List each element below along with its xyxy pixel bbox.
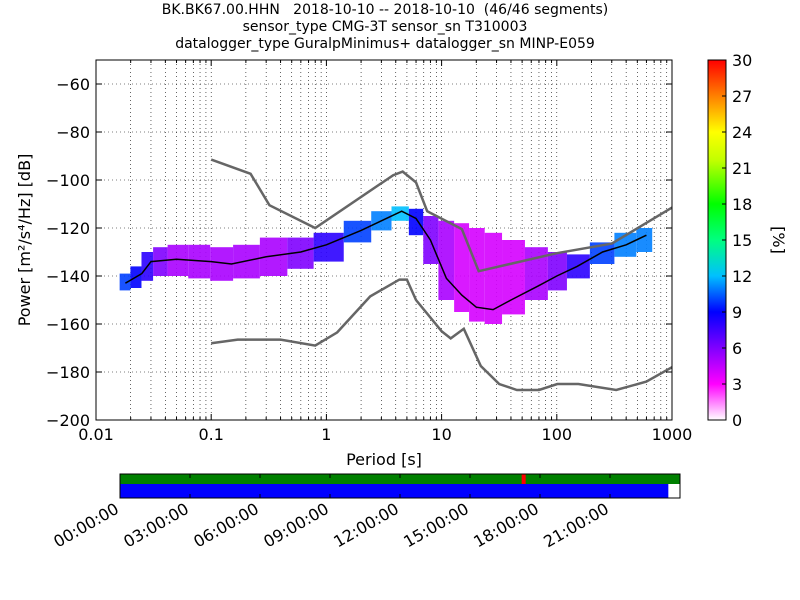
x-tick-label: 1000	[652, 425, 693, 444]
pdf-band	[408, 208, 424, 236]
colorbar-tick-label: 24	[732, 123, 752, 142]
x-axis-label: Period [s]	[346, 450, 422, 469]
data-coverage-timeline: 00:00:0003:00:0006:00:0009:00:0012:00:00…	[50, 473, 681, 551]
timeline-time-label: 12:00:00	[330, 499, 402, 551]
x-tick-label: 0.1	[198, 425, 223, 444]
y-tick-label: −140	[46, 267, 90, 286]
y-axis-label: Power [m²/s⁴/Hz] [dB]	[15, 154, 34, 327]
noise-model-curve	[211, 278, 672, 392]
timeline-time-label: 00:00:00	[50, 499, 122, 551]
colorbar-tick-label: 12	[732, 267, 752, 286]
median-curve	[125, 210, 647, 311]
timeline-time-label: 18:00:00	[470, 499, 542, 551]
pdf-band	[469, 228, 485, 322]
pdf-band	[547, 252, 567, 291]
pdf-band	[188, 244, 211, 279]
y-tick-label: −80	[56, 123, 90, 142]
timeline-gap-marker	[521, 474, 526, 484]
x-tick-label: 1	[321, 425, 331, 444]
pdf-band	[438, 220, 455, 300]
y-axis: −60 −80 −100 −120 −140 −160 −180 −200	[46, 75, 672, 430]
colorbar-label: [%]	[769, 226, 788, 254]
y-tick-label: −160	[46, 315, 90, 334]
y-tick-label: −120	[46, 219, 90, 238]
colorbar-tick-label: 18	[732, 195, 752, 214]
timeline-time-label: 03:00:00	[120, 499, 192, 551]
chart-title-line-1: BK.BK67.00.HHN 2018-10-10 -- 2018-10-10 …	[161, 2, 609, 18]
plot-frame	[95, 59, 673, 421]
colorbar-tick-label: 27	[732, 87, 752, 106]
pdf-density	[119, 206, 653, 324]
x-tick-label: 10	[431, 425, 451, 444]
y-tick-label: −60	[56, 75, 90, 94]
colorbar-tick-label: 21	[732, 159, 752, 178]
y-tick-label: −180	[46, 363, 90, 382]
x-tick-label: 100	[542, 425, 573, 444]
pdf-band	[119, 273, 131, 291]
chart-title-line-3: datalogger_type GuralpMinimus+ datalogge…	[175, 36, 595, 52]
timeline-coverage-bar	[120, 484, 669, 498]
colorbar-tick-label: 3	[732, 375, 742, 394]
y-tick-label: −200	[46, 411, 90, 430]
noise-model-curve	[210, 158, 672, 273]
noise-models	[210, 158, 672, 392]
pdf-band	[210, 247, 234, 281]
pdf-band	[636, 228, 653, 252]
y-tick-label: −100	[46, 171, 90, 190]
timeline-segments-bar	[120, 474, 680, 484]
pdf-band	[167, 244, 189, 276]
timeline-time-label: 15:00:00	[400, 499, 472, 551]
grid	[96, 60, 672, 420]
colorbar-tick-label: 0	[732, 411, 742, 430]
colorbar-tick-label: 6	[732, 339, 742, 358]
x-tick-label: 0.01	[78, 425, 114, 444]
chart-title-line-2: sensor_type CMG-3T sensor_sn T310003	[242, 19, 528, 35]
timeline-time-label: 09:00:00	[260, 499, 332, 551]
pdf-band	[484, 232, 503, 324]
pdf-band	[391, 206, 409, 221]
timeline-time-label: 21:00:00	[540, 499, 612, 551]
pdf-band	[153, 247, 168, 276]
timeline-time-label: 06:00:00	[190, 499, 262, 551]
colorbar-axis: 0 3 6 9 12 15 18 21 24 27 30	[722, 51, 752, 430]
pdf-band	[589, 242, 615, 264]
colorbar-tick-label: 15	[732, 231, 752, 250]
colorbar-tick-label: 9	[732, 303, 742, 322]
x-axis: 0.01 0.1 1 10 100 1000	[78, 60, 692, 444]
colorbar-tick-label: 30	[732, 51, 752, 70]
